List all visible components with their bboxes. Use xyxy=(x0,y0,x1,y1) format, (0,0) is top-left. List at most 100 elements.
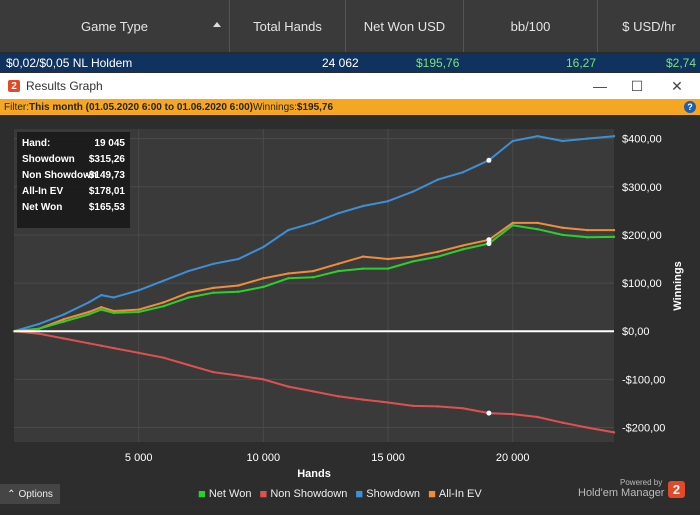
x-axis-label: Hands xyxy=(297,468,331,480)
data-point xyxy=(436,405,440,408)
data-point xyxy=(287,277,290,280)
cell-total-hands: 24 062 xyxy=(322,56,359,70)
data-point xyxy=(536,221,539,225)
data-point xyxy=(586,236,589,239)
chevron-up-icon: ⌃ xyxy=(7,488,16,500)
filter-winnings: $195,76 xyxy=(296,101,334,113)
data-point xyxy=(237,374,240,377)
data-point xyxy=(87,342,91,345)
x-tick-label: 5 000 xyxy=(125,452,153,464)
column-header-label: $ USD/hr xyxy=(622,18,676,34)
data-point xyxy=(561,139,564,143)
data-point xyxy=(612,431,616,434)
data-point xyxy=(312,276,315,279)
hover-marker xyxy=(486,157,492,163)
data-point xyxy=(536,135,539,138)
tooltip-value-non-showdown: -$149,73 xyxy=(86,170,126,181)
data-point xyxy=(37,322,41,326)
data-point xyxy=(461,171,465,174)
window-title: Results Graph xyxy=(26,79,103,93)
data-point xyxy=(361,255,365,258)
column-header-net-won[interactable]: Net Won USD xyxy=(346,0,464,52)
data-point xyxy=(312,390,315,393)
data-point xyxy=(411,260,415,263)
hover-marker xyxy=(486,410,492,416)
legend-item-allin-ev[interactable]: ■ All-In EV xyxy=(428,486,482,501)
tooltip-label-hand: Hand: xyxy=(22,138,50,149)
series-line-non-showdown xyxy=(13,330,615,434)
data-point xyxy=(386,267,390,270)
series-line-showdown xyxy=(13,135,615,333)
data-point xyxy=(336,262,340,266)
column-header-game-type[interactable]: Game Type xyxy=(0,0,230,52)
data-point xyxy=(411,190,415,193)
data-point xyxy=(336,395,340,398)
powered-by: Powered by Hold'em Manager xyxy=(578,477,664,499)
data-point xyxy=(137,289,140,292)
data-point xyxy=(137,310,140,314)
help-icon[interactable]: ? xyxy=(684,101,696,113)
data-point xyxy=(436,250,440,253)
data-point xyxy=(262,277,265,280)
y-tick-label: $0,00 xyxy=(622,326,650,338)
data-point xyxy=(511,139,514,143)
column-header-label: Game Type xyxy=(81,18,148,34)
data-point xyxy=(187,296,190,299)
data-point xyxy=(87,310,91,314)
x-tick-label: 20 000 xyxy=(496,452,530,464)
data-point xyxy=(212,291,215,294)
hover-tooltip: Hand: 19 045 Showdown $315,26 Non Showdo… xyxy=(17,132,130,228)
y-tick-label: $200,00 xyxy=(622,230,662,242)
table-row[interactable]: $0,02/$0,05 NL Holdem 24 062 $195,76 16,… xyxy=(0,54,700,72)
sort-ascending-icon[interactable] xyxy=(213,22,221,27)
data-point xyxy=(312,269,315,273)
column-header-label: Net Won USD xyxy=(363,18,446,34)
tooltip-value-allin-ev: $178,01 xyxy=(89,186,126,197)
close-button[interactable]: ✕ xyxy=(671,77,683,94)
data-point xyxy=(187,291,190,294)
column-header-total-hands[interactable]: Total Hands xyxy=(230,0,346,52)
window-titlebar[interactable]: 2 Results Graph — ☐ ✕ xyxy=(0,73,700,99)
data-point xyxy=(162,356,165,359)
data-point xyxy=(62,337,66,340)
winnings-prefix: Winnings: xyxy=(253,101,297,113)
data-point xyxy=(262,378,265,381)
cell-bb100: 16,27 xyxy=(566,56,597,70)
data-point xyxy=(336,269,340,273)
data-point xyxy=(237,257,240,261)
data-point xyxy=(212,286,215,290)
column-header-bb100[interactable]: bb/100 xyxy=(464,0,598,52)
powered-by-label: Powered by xyxy=(620,478,663,487)
legend-label: Non Showdown xyxy=(270,487,348,500)
results-graph-svg[interactable]: $400,00 $300,00 $200,00 $100,00 $0,00 -$100,0… xyxy=(0,115,700,510)
legend-item-showdown[interactable]: ■ Showdown xyxy=(355,486,420,501)
legend-item-non-showdown[interactable]: ■ Non Showdown xyxy=(259,486,347,501)
data-point xyxy=(312,221,315,225)
data-point xyxy=(436,255,440,258)
data-point xyxy=(361,267,365,270)
series-line-allin-ev xyxy=(13,221,614,333)
data-point xyxy=(262,285,265,289)
tooltip-label-net-won: Net Won xyxy=(22,202,62,213)
data-point xyxy=(386,401,390,404)
data-point xyxy=(536,227,539,231)
data-point xyxy=(162,279,165,282)
maximize-button[interactable]: ☐ xyxy=(630,77,644,94)
data-point xyxy=(411,404,415,408)
hover-marker xyxy=(486,237,492,243)
column-header-usd-hr[interactable]: $ USD/hr xyxy=(598,0,700,52)
data-point xyxy=(187,363,190,367)
data-point xyxy=(511,224,514,227)
legend-marker-icon: ■ xyxy=(259,486,268,501)
legend-item-net-won[interactable]: ■ Net Won xyxy=(198,486,251,501)
data-point xyxy=(100,308,103,311)
legend-label: Net Won xyxy=(208,487,252,500)
x-tick-label: 15 000 xyxy=(371,452,405,464)
data-point xyxy=(511,412,514,416)
options-button[interactable]: ⌃ Options xyxy=(0,484,60,504)
data-point xyxy=(212,370,215,374)
minimize-button[interactable]: — xyxy=(593,78,607,94)
data-point xyxy=(561,226,564,229)
data-point xyxy=(162,305,165,308)
column-header-label: bb/100 xyxy=(510,18,551,34)
